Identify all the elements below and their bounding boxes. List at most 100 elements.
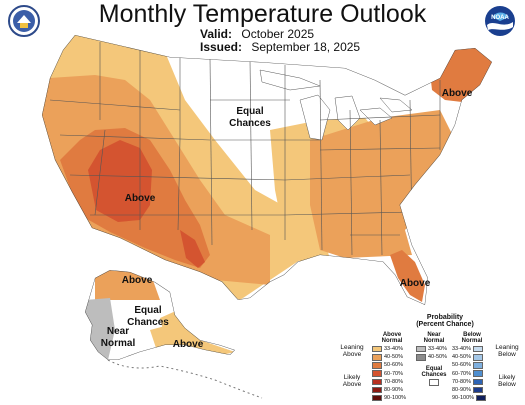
above-swatch [372,345,382,353]
above-header-line1: Above [382,332,402,338]
legend-above-column: Above Normal 33-40% 40-50% 50-60% 60-70% 70-… [372,332,412,402]
doc-seal-icon [8,5,40,37]
near-header-line1: Near [427,332,441,338]
issued-label: Issued: [200,40,243,54]
legend-below-column: Below Normal 33-40% 40-50% 50-60% 60-70% 70-… [452,332,492,402]
equal-chances-label-line1: Equal [236,106,263,117]
likely-above-line2: Above [342,381,362,388]
valid-line: Valid: October 2025 [200,27,314,41]
below-legend-row: 70-80% [452,378,492,386]
near-bin-label: 33-40% [428,346,447,353]
alaska-equal-label-line2: Chances [127,317,169,328]
below-swatch [472,378,483,386]
below-bin-label: 50-60% [452,362,471,369]
above-bin-label: 80-90% [384,387,403,394]
above-swatch [372,362,382,369]
valid-label: Valid: [200,27,233,41]
below-legend-row: 80-90% [452,386,492,394]
below-swatch [472,354,483,361]
above-alaska-north-label: Above [122,275,153,286]
near-normal-label-line1: Near [107,326,129,337]
above-bin-label: 40-50% [384,354,403,361]
below-swatch [472,386,483,394]
below-swatch [472,370,483,377]
above-alaska-south-label: Above [173,339,204,350]
below-bin-label: 60-70% [452,370,471,377]
above-florida-label: Above [400,278,431,289]
above-bin-label: 60-70% [384,370,403,377]
leaning-above-label: Leaning Above [334,344,370,358]
above-legend-row: 50-60% [372,361,412,369]
above-swatch [372,370,382,377]
near-swatch [416,354,426,361]
below-header-line1: Below [463,332,481,338]
alaska-equal-label-line1: Equal [134,305,161,316]
above-swatch [372,386,382,394]
below-swatch [476,394,487,402]
below-legend-row: 33-40% [452,345,492,353]
above-bin-label: 90-100% [384,395,407,402]
noaa-logo-text: NOAA [491,15,509,21]
below-bin-label: 90-100% [452,395,475,402]
below-legend-row: 90-100% [452,394,492,402]
legend-equal-line1: Equal [425,366,443,373]
below-bin-label: 40-50% [452,354,471,361]
below-bins-list: 33-40% 40-50% 50-60% 60-70% 70-80% 80-90% 90-1… [452,345,492,402]
above-legend-row: 33-40% [372,345,412,353]
above-bin-label: 70-80% [384,378,403,385]
above-northeast-label: Above [442,88,473,99]
likely-below-label: Likely Below [490,374,524,388]
above-legend-row: 40-50% [372,353,412,361]
likely-above-line1: Likely [343,374,361,381]
legend-near-column: Near Normal 33-40% 40-50% Equal Chances [416,332,452,386]
above-southwest-label: Above [125,193,156,204]
near-header-line2: Normal [423,338,445,344]
above-bins-list: 33-40% 40-50% 50-60% 60-70% 70-80% 80-90% 90-1… [372,345,412,402]
above-swatch [372,378,382,386]
leaning-above-line1: Leaning [340,344,364,351]
below-swatch [472,362,483,369]
below-swatch [472,345,483,353]
above-legend-row: 80-90% [372,386,412,394]
legend-equal-line2: Chances [421,372,447,379]
below-legend-row: 50-60% [452,361,492,369]
below-bin-label: 80-90% [452,387,471,394]
below-bin-label: 70-80% [452,378,471,385]
likely-below-line2: Below [498,381,516,388]
below-header-line2: Normal [461,338,483,344]
leaning-below-label: Leaning Below [490,344,524,358]
legend-title-line2: (Percent Chance) [416,321,474,328]
near-legend-row: 40-50% [416,353,452,361]
above-bin-label: 33-40% [384,346,403,353]
below-bin-label: 33-40% [452,346,471,353]
leaning-below-line1: Leaning [495,344,519,351]
equal-chances-swatch [429,379,439,386]
legend-title-line1: Probability [426,314,464,321]
near-swatch [416,345,426,353]
noaa-logo-icon: NOAA [484,5,516,37]
likely-above-label: Likely Above [334,374,370,388]
below-legend-row: 40-50% [452,353,492,361]
above-swatch [372,394,382,402]
near-legend-row: 33-40% [416,345,452,353]
issued-value: September 18, 2025 [251,40,361,54]
likely-below-line1: Likely [498,374,516,381]
above-header-line2: Normal [381,338,403,344]
near-normal-label-line2: Normal [101,338,136,349]
leaning-above-line2: Above [342,351,362,358]
aleutian-islands [107,359,263,399]
above-swatch [372,354,382,361]
above-legend-row: 60-70% [372,370,412,378]
equal-chances-label-line2: Chances [229,118,271,129]
issued-line: Issued: September 18, 2025 [200,40,360,54]
near-bin-label: 40-50% [428,354,447,361]
below-legend-row: 60-70% [452,370,492,378]
valid-value: October 2025 [241,27,315,41]
near-bins-list: 33-40% 40-50% [416,345,452,361]
above-legend-row: 90-100% [372,394,412,402]
legend-title: Probability (Percent Chance) [405,314,485,328]
leaning-below-line2: Below [498,351,516,358]
above-bin-label: 50-60% [384,362,403,369]
page-title: Monthly Temperature Outlook [98,0,427,28]
